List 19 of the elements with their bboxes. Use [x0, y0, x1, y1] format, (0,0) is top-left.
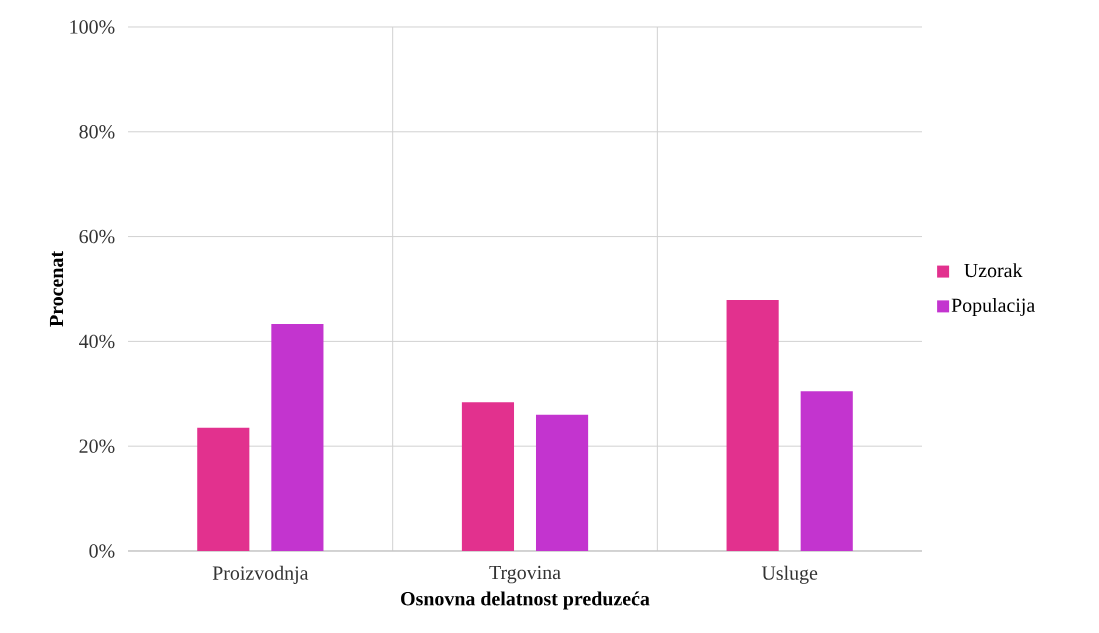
y-tick-label: 80% — [79, 125, 115, 139]
y-tick-label: 100% — [70, 20, 115, 34]
bar — [197, 427, 250, 551]
bar — [271, 324, 324, 551]
x-tick-label: Usluge — [761, 565, 818, 584]
y-axis-title: Procenat — [49, 251, 64, 327]
x-tick-label: Proizvodnja — [212, 565, 309, 584]
bar — [535, 414, 589, 551]
y-tick-label: 40% — [79, 334, 115, 349]
legend-label: Populacija — [951, 297, 1035, 317]
bar — [461, 402, 515, 551]
x-tick-label: Trgovina — [489, 565, 561, 584]
bar — [726, 299, 779, 551]
y-tick-label: 60% — [79, 229, 115, 244]
bar — [800, 391, 853, 551]
x-axis-title: Osnovna delatnost preduzeća — [401, 591, 650, 610]
legend-label: Uzorak — [964, 263, 1023, 278]
y-tick-label: 0% — [89, 544, 115, 558]
y-tick-label: 20% — [79, 439, 115, 453]
